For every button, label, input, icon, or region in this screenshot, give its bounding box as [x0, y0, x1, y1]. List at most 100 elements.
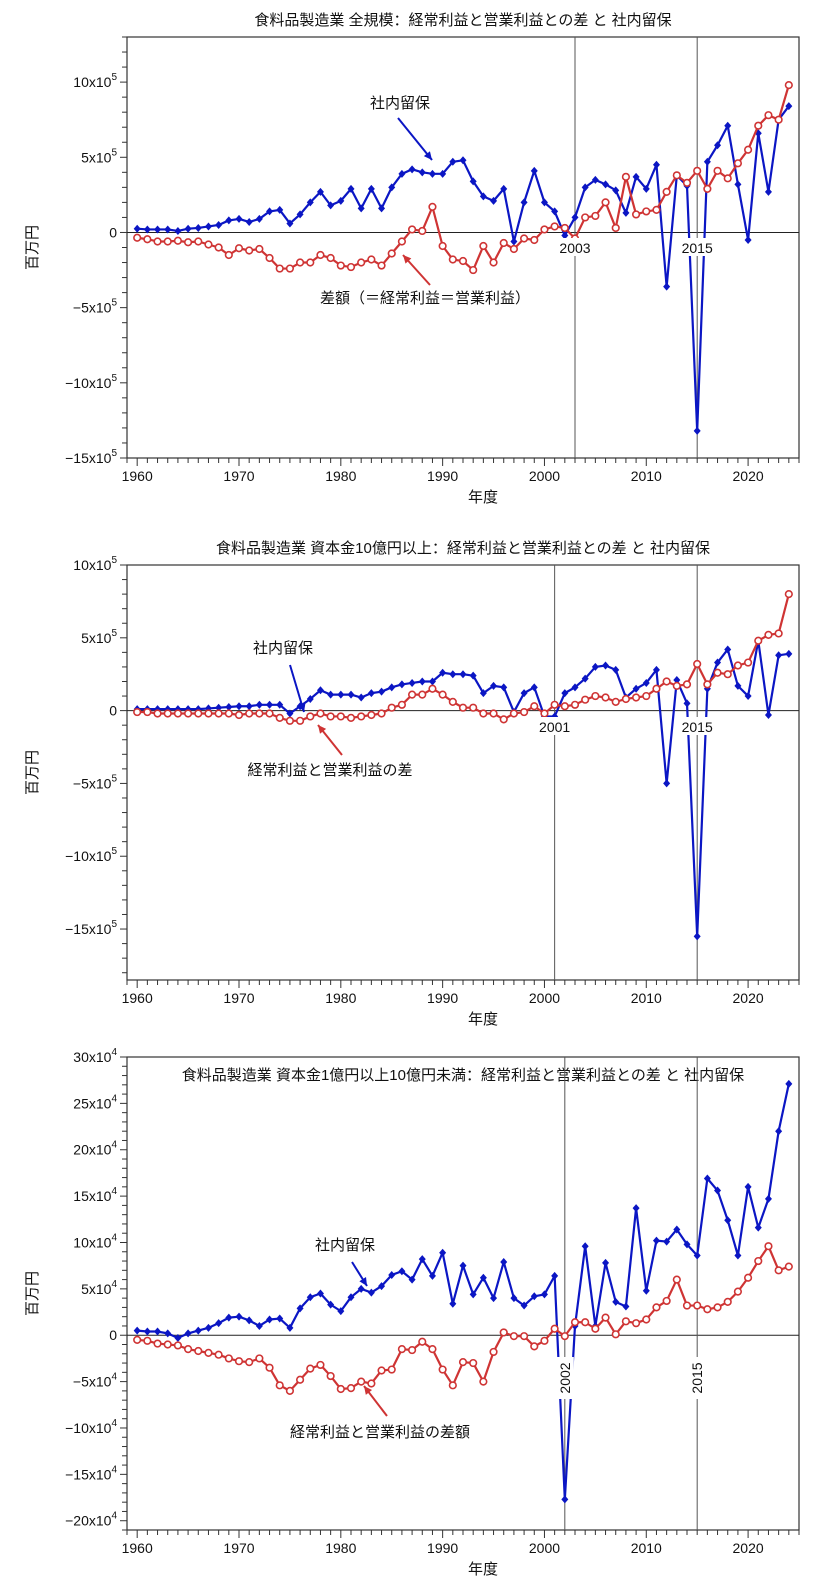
data-point-circle — [163, 1340, 172, 1349]
reference-year-label: 2015 — [689, 1362, 705, 1393]
data-point-circle — [407, 690, 417, 699]
y-tick-label: 10x105 — [73, 555, 117, 573]
data-point-diamond — [642, 1286, 650, 1295]
data-point-circle — [693, 659, 702, 669]
data-point-diamond — [724, 645, 732, 654]
data-point-circle — [133, 233, 142, 242]
data-point-circle — [265, 709, 274, 718]
data-point-diamond — [602, 1258, 610, 1267]
chart-1: 食料品製造業 全規模：経常利益と営業利益との差 と 社内留保 10x105 5x10… — [24, 11, 800, 506]
data-point-diamond — [520, 1301, 528, 1310]
data-point-circle — [611, 223, 620, 233]
data-point-diamond — [296, 210, 304, 219]
x-axis-label: 年度 — [468, 1561, 498, 1578]
data-point-circle — [784, 81, 793, 90]
data-point-diamond — [164, 225, 172, 234]
data-point-circle — [581, 695, 590, 704]
x-tick-label: 1960 — [122, 990, 153, 1006]
data-point-circle — [489, 709, 498, 718]
data-point-circle — [550, 700, 559, 709]
data-point-circle — [245, 246, 254, 255]
data-point-diamond — [714, 1186, 722, 1195]
reference-year-label: 2015 — [682, 240, 713, 256]
data-point-diamond — [652, 1236, 660, 1245]
data-point-diamond — [143, 225, 151, 234]
data-point-circle — [143, 1336, 152, 1345]
data-point-diamond — [703, 157, 711, 166]
data-point-circle — [743, 1273, 753, 1282]
data-point-circle — [540, 225, 549, 234]
data-point-diamond — [632, 684, 640, 693]
data-point-diamond — [469, 671, 477, 680]
data-point-diamond — [428, 169, 436, 178]
data-point-diamond — [276, 205, 284, 214]
data-point-circle — [438, 690, 447, 699]
data-point-circle — [754, 636, 763, 645]
data-point-diamond — [276, 1314, 284, 1323]
y-tick-label: −15x105 — [65, 448, 117, 466]
data-point-diamond — [215, 220, 223, 229]
data-point-circle — [418, 1337, 427, 1346]
data-point-circle — [581, 213, 590, 222]
data-point-diamond — [367, 184, 375, 193]
data-point-diamond — [184, 1329, 192, 1338]
data-point-diamond — [235, 1312, 243, 1321]
data-point-diamond — [642, 184, 650, 193]
x-tick-label: 1970 — [223, 468, 254, 484]
data-point-diamond — [490, 681, 498, 690]
data-point-circle — [377, 1366, 386, 1375]
tick-exponent: 5 — [111, 373, 117, 384]
data-point-circle — [234, 710, 244, 720]
y-tick-label: 0 — [109, 1327, 117, 1343]
x-tick-label: 1970 — [223, 990, 254, 1006]
data-point-diamond — [764, 187, 772, 196]
data-point-diamond — [663, 779, 671, 788]
data-point-circle — [153, 709, 162, 718]
data-point-diamond — [775, 1127, 783, 1136]
tick-exponent: 5 — [111, 773, 117, 784]
data-point-circle — [377, 709, 386, 718]
data-point-circle — [672, 681, 681, 690]
data-point-diamond — [428, 1271, 436, 1280]
data-point-diamond — [184, 224, 192, 233]
data-point-circle — [764, 1242, 773, 1251]
data-point-circle — [387, 703, 396, 712]
data-point-diamond — [194, 1326, 202, 1335]
arrowhead-icon — [423, 151, 432, 160]
data-point-circle — [601, 693, 610, 702]
data-point-circle — [336, 1384, 345, 1394]
data-point-diamond — [174, 1334, 182, 1343]
data-point-diamond — [327, 1300, 335, 1309]
x-tick-label: 1980 — [325, 990, 356, 1006]
data-point-circle — [652, 205, 661, 215]
data-point-circle — [662, 187, 671, 196]
data-point-circle — [733, 159, 743, 168]
data-point-diamond — [154, 225, 162, 234]
data-point-circle — [601, 198, 610, 207]
data-point-diamond — [408, 1275, 416, 1284]
series-annotation: 社内留保 — [253, 640, 313, 657]
data-point-circle — [367, 255, 376, 264]
data-point-circle — [489, 258, 498, 267]
data-point-circle — [642, 1315, 651, 1324]
tick-exponent: 5 — [111, 846, 117, 857]
y-tick-label: 5x105 — [81, 147, 117, 165]
data-point-diamond — [510, 237, 518, 246]
y-tick-label: −5x105 — [73, 298, 118, 316]
data-point-circle — [591, 1324, 600, 1333]
tick-exponent: 5 — [111, 298, 117, 309]
data-point-diamond — [378, 687, 386, 696]
data-point-diamond — [479, 1273, 487, 1282]
data-point-circle — [550, 222, 559, 231]
y-tick-label: −10x105 — [65, 373, 117, 391]
data-point-circle — [214, 1350, 223, 1359]
data-point-diamond — [245, 1316, 253, 1325]
data-point-circle — [143, 235, 152, 244]
arrowhead-icon — [364, 1386, 373, 1395]
series-annotation: 社内留保 — [370, 95, 430, 112]
data-point-circle — [652, 1303, 661, 1312]
arrowhead-icon — [297, 703, 306, 712]
data-point-circle — [519, 1332, 529, 1341]
data-point-diamond — [439, 1248, 447, 1257]
data-point-circle — [428, 684, 437, 693]
